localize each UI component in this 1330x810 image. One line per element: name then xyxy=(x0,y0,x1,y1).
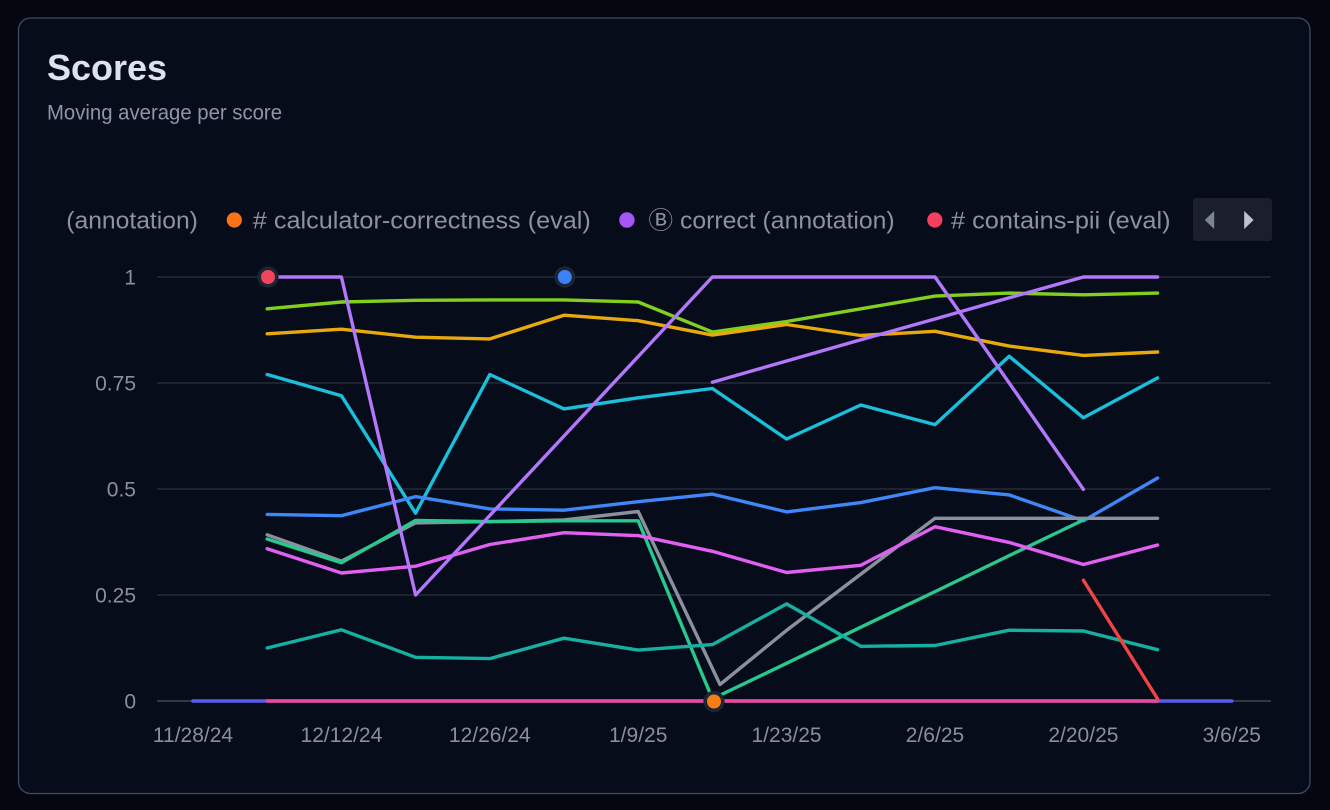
svg-text:11/28/24: 11/28/24 xyxy=(153,724,234,747)
svg-text:1: 1 xyxy=(124,267,136,290)
svg-text:Scores: Scores xyxy=(47,47,167,88)
svg-text:Moving average per score: Moving average per score xyxy=(47,102,282,125)
svg-text:2/6/25: 2/6/25 xyxy=(906,724,964,747)
svg-text:0.5: 0.5 xyxy=(107,479,136,502)
svg-text:1/23/25: 1/23/25 xyxy=(752,724,822,747)
svg-text:12/12/24: 12/12/24 xyxy=(301,724,383,747)
svg-text:Ⓑ correct (annotation): Ⓑ correct (annotation) xyxy=(648,208,894,235)
svg-text:0.75: 0.75 xyxy=(95,373,136,396)
svg-text:# calculator-correctness (eval: # calculator-correctness (eval) xyxy=(253,208,591,235)
svg-text:0: 0 xyxy=(124,691,136,714)
svg-text:3/6/25: 3/6/25 xyxy=(1203,724,1261,747)
svg-text:2/20/25: 2/20/25 xyxy=(1048,724,1118,747)
svg-text:# contains-pii (eval): # contains-pii (eval) xyxy=(951,208,1171,235)
svg-text:(annotation): (annotation) xyxy=(66,208,198,235)
svg-text:0.25: 0.25 xyxy=(95,585,136,608)
svg-text:1/9/25: 1/9/25 xyxy=(609,724,667,747)
svg-text:12/26/24: 12/26/24 xyxy=(449,724,531,747)
